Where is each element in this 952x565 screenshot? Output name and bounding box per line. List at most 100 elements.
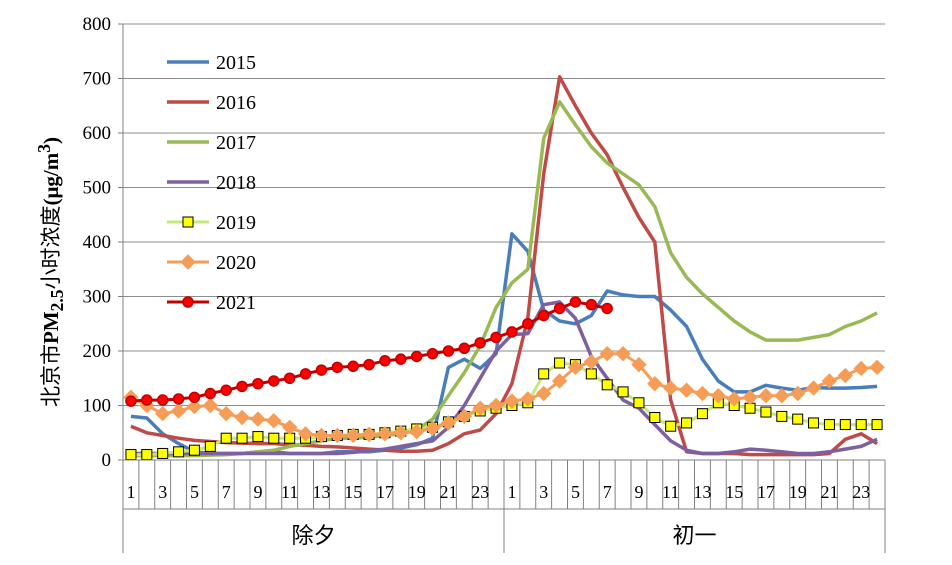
data-point-2021 [268, 375, 280, 387]
y-tick-label: 200 [83, 341, 112, 362]
y-tick-label: 300 [83, 287, 112, 308]
legend: 2015 2016 2017 2018 2019 2020 2021 [167, 52, 256, 314]
data-point-2021 [299, 368, 312, 380]
data-point-2021 [474, 337, 486, 349]
data-point-2020 [472, 400, 488, 416]
data-point-2021 [585, 298, 598, 311]
data-point-2020 [393, 425, 409, 441]
data-point-2020 [567, 359, 584, 376]
x-tick-label: 7 [222, 482, 231, 502]
data-point-2019 [601, 379, 613, 391]
series-2021 [125, 296, 613, 407]
data-point-2020 [250, 411, 266, 427]
y-tick-label: 500 [83, 178, 112, 199]
series-layer [123, 75, 885, 461]
legend-swatch-marker [180, 254, 196, 270]
data-point-2020 [218, 405, 234, 422]
data-point-2020 [488, 397, 504, 414]
data-point-2020 [869, 359, 885, 376]
x-tick-label: 21 [820, 482, 838, 502]
data-point-2019 [649, 411, 661, 423]
data-point-2020 [440, 415, 457, 431]
x-tick-label: 23 [852, 482, 870, 502]
data-point-2020 [694, 385, 711, 402]
legend-item-2017: 2017 [167, 132, 256, 154]
data-point-2020 [647, 375, 663, 392]
data-point-2019 [760, 406, 772, 418]
data-point-2021 [141, 394, 153, 406]
legend-item-2018: 2018 [167, 172, 256, 194]
data-point-2020 [583, 354, 600, 370]
data-point-2019 [125, 449, 137, 461]
data-point-2021 [395, 353, 407, 365]
data-point-2019 [665, 420, 677, 432]
data-point-2020 [615, 346, 631, 362]
data-point-2020 [551, 373, 568, 389]
data-point-2021 [569, 296, 582, 308]
data-point-2020 [821, 373, 838, 389]
data-point-2020 [805, 380, 822, 396]
x-tick-label: 15 [725, 482, 743, 502]
data-point-2021 [252, 377, 264, 390]
data-point-2019 [252, 431, 264, 443]
series-line-2016 [130, 75, 879, 457]
x-tick-label: 17 [376, 482, 394, 502]
data-point-2021 [172, 393, 185, 405]
data-point-2019 [538, 368, 550, 380]
legend-item-2016: 2016 [167, 92, 256, 114]
data-point-2019 [220, 432, 232, 444]
data-point-2020 [504, 393, 520, 409]
data-point-2021 [537, 309, 550, 322]
data-point-2019 [268, 432, 280, 444]
legend-item-2019: 2019 [167, 212, 256, 234]
data-point-2020 [329, 427, 346, 444]
x-tick-label: 19 [408, 482, 426, 502]
series-2018 [130, 300, 878, 456]
x-tick-label: 7 [603, 482, 612, 502]
data-point-2020 [361, 426, 377, 443]
data-point-2019 [792, 413, 804, 425]
x-tick-label: 11 [662, 482, 679, 502]
y-tick-label: 600 [83, 123, 112, 144]
series-2016 [130, 75, 879, 457]
legend-label: 2017 [216, 132, 256, 154]
data-point-2020 [456, 408, 473, 425]
data-point-2021 [236, 380, 248, 393]
data-point-2020 [266, 413, 282, 429]
y-tick-label: 0 [102, 450, 112, 471]
y-tick-label: 400 [83, 232, 112, 253]
x-tick-label: 21 [439, 482, 457, 502]
data-point-2021 [188, 391, 201, 404]
data-point-2021 [331, 361, 344, 374]
data-point-2020 [774, 387, 790, 404]
data-point-2019 [188, 444, 200, 456]
data-point-2020 [758, 387, 774, 404]
legend-label: 2015 [216, 52, 256, 74]
data-point-2021 [347, 360, 359, 373]
legend-label: 2019 [216, 212, 256, 234]
data-point-2021 [204, 387, 217, 400]
data-point-2019 [855, 419, 867, 431]
data-point-2019 [236, 432, 248, 444]
x-tick-label: 11 [281, 482, 298, 502]
y-tick-label: 800 [83, 14, 112, 35]
data-point-2020 [599, 346, 615, 362]
data-point-2019 [871, 419, 883, 431]
data-point-2019 [204, 440, 216, 452]
data-point-2020 [424, 420, 441, 437]
data-point-2021 [553, 302, 566, 315]
y-tick-label: 100 [83, 396, 112, 417]
data-point-2021 [426, 347, 439, 360]
x-tick-label: 17 [757, 482, 775, 502]
data-point-2019 [696, 408, 708, 420]
data-point-2020 [281, 419, 298, 436]
series-2020 [123, 346, 885, 444]
data-point-2021 [220, 384, 232, 396]
x-tick-label: 19 [789, 482, 807, 502]
data-point-2020 [202, 397, 219, 414]
data-point-2021 [156, 394, 169, 406]
series-line-2018 [130, 300, 878, 456]
x-tick-label: 5 [190, 482, 199, 502]
legend-label: 2018 [216, 172, 256, 194]
